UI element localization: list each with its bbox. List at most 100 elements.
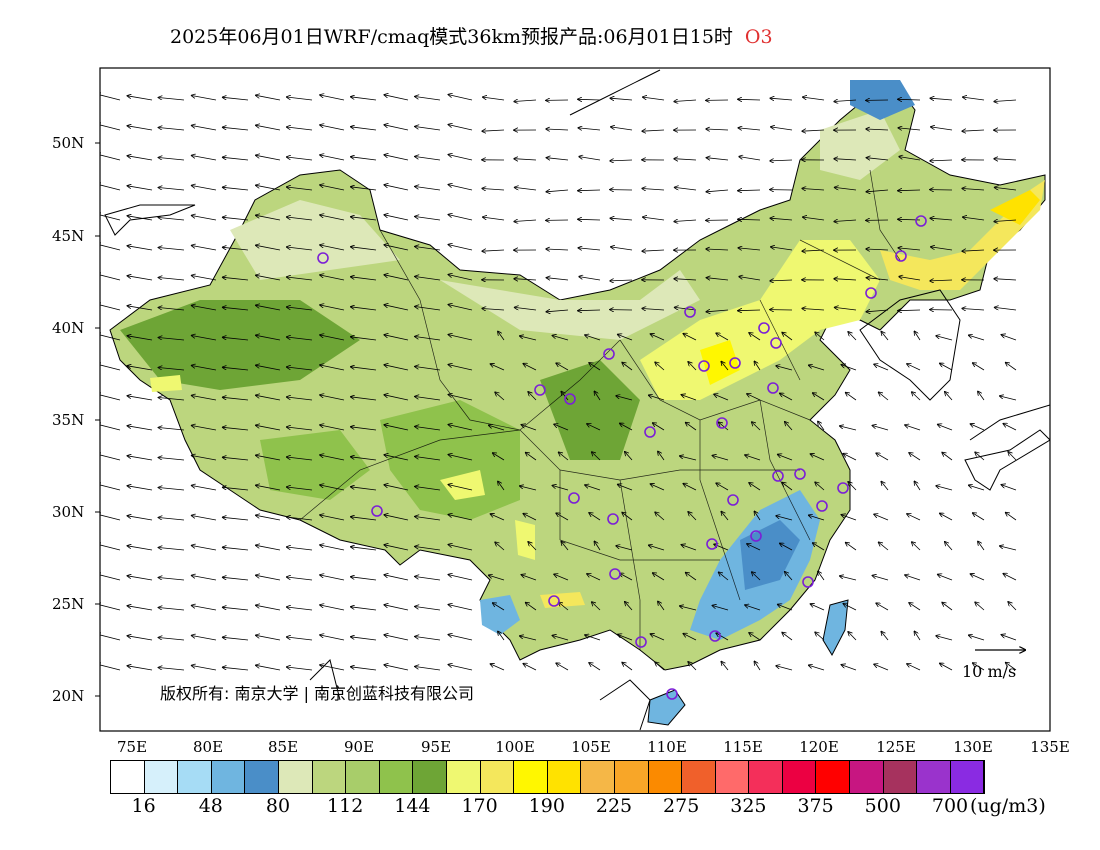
wind-arrow (592, 602, 601, 611)
wind-arrow (675, 187, 697, 191)
wind-arrow (1006, 663, 1017, 671)
wind-arrow (523, 664, 537, 671)
wind-arrow (320, 305, 345, 311)
wind-arrow (552, 486, 569, 491)
wind-arrow (223, 187, 249, 191)
wind-arrow (192, 126, 217, 131)
colorbar-swatch (950, 761, 985, 793)
wind-arrow (223, 157, 249, 161)
taiwan-island (822, 599, 849, 657)
wind-arrow (738, 99, 761, 100)
wind-arrow (159, 668, 185, 671)
colorbar-label: 700 (931, 795, 969, 817)
colorbar-label: 375 (797, 795, 834, 817)
wind-arrow (686, 423, 697, 431)
wind-arrow (192, 516, 217, 521)
wind-arrow (320, 185, 345, 191)
lon-label-90e: 90E (343, 738, 375, 756)
wind-arrow (973, 513, 985, 521)
wind-arrow (610, 98, 633, 100)
wind-arrow (866, 129, 889, 130)
wind-arrow (287, 97, 313, 101)
wind-arrow (495, 392, 505, 401)
wind-arrow (1006, 363, 1017, 371)
wind-arrow (498, 332, 505, 341)
wind-arrow (287, 607, 313, 611)
wind-arrow (351, 187, 377, 191)
wind-arrow (674, 100, 697, 102)
wind-arrow (256, 605, 281, 611)
wind-arrow (561, 392, 569, 401)
wind-arrow (127, 546, 153, 551)
wind-arrow (127, 336, 153, 341)
wind-arrow (415, 667, 441, 671)
wind-arrow (642, 189, 665, 191)
wind-arrow (415, 487, 441, 491)
wind-arrow (616, 396, 633, 401)
wind-arrow (493, 453, 505, 461)
wind-arrow (559, 602, 569, 611)
wind-arrow (782, 483, 793, 491)
wind-arrow (351, 217, 377, 221)
wind-arrow (578, 310, 601, 311)
wind-arrow (721, 362, 729, 371)
wind-arrow (320, 635, 345, 641)
site-marker (915, 215, 927, 227)
wind-arrow (491, 364, 505, 371)
wind-arrow (528, 542, 537, 551)
wind-arrow (256, 515, 281, 521)
wind-arrow (616, 546, 633, 551)
wind-arrow (994, 159, 1017, 160)
wind-arrow (384, 455, 409, 461)
colorbar-label: 48 (198, 795, 223, 817)
wind-arrow (620, 423, 633, 431)
wind-arrow (384, 365, 409, 371)
wind-arrow (351, 577, 377, 581)
wind-arrow (351, 637, 377, 641)
wind-arrow (384, 215, 409, 221)
wind-arrow (520, 636, 537, 641)
colorbar-swatch (514, 761, 548, 793)
wind-arrow (287, 187, 313, 191)
wind-arrow (802, 309, 825, 311)
wind-arrow (384, 575, 409, 581)
wind-arrow (448, 425, 473, 431)
wind-arrow (320, 545, 345, 551)
wind-arrow (552, 336, 569, 341)
wind-arrow (287, 517, 313, 521)
site-marker (706, 538, 718, 550)
wind-arrow (448, 335, 473, 341)
wind-arrow (320, 215, 345, 221)
wind-arrow (930, 280, 953, 281)
wind-arrow (815, 332, 825, 341)
wind-arrow (351, 517, 377, 521)
wind-arrow (127, 636, 153, 641)
wind-arrow (625, 452, 633, 461)
wind-arrow (559, 452, 569, 461)
wind-arrow (415, 157, 441, 161)
lat-label-25n: 25N (52, 595, 85, 613)
wind-arrow (159, 638, 185, 641)
wind-arrow (127, 156, 153, 161)
wind-arrow (840, 576, 857, 581)
wind-arrow (100, 184, 121, 191)
site-marker (802, 576, 814, 588)
wind-arrow (841, 365, 857, 371)
wind-arrow (384, 95, 409, 101)
wind-arrow (912, 392, 921, 401)
wind-arrow (552, 636, 569, 641)
wind-arrow (866, 249, 889, 250)
wind-arrow (159, 368, 185, 371)
wind-arrow (192, 276, 217, 281)
wind-arrow (223, 337, 249, 341)
colorbar-swatch (480, 761, 515, 793)
wind-arrow (752, 422, 761, 431)
wind-arrow (898, 99, 921, 100)
wind-arrow (448, 485, 473, 491)
lon-label-125e: 125E (876, 738, 916, 756)
wind-arrow (898, 128, 921, 130)
wind-arrow (159, 458, 185, 461)
site-marker (534, 384, 546, 396)
wind-arrow (686, 573, 697, 581)
